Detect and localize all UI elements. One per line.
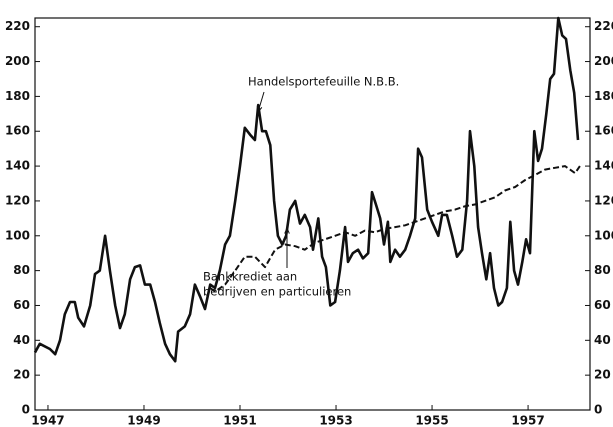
y2-tick-label: 120 — [594, 193, 613, 207]
y-tick-label: 160 — [5, 124, 30, 138]
y2-tick-label: 40 — [594, 333, 611, 347]
x-tick-label: 1957 — [511, 414, 544, 427]
x-tick-label: 1955 — [415, 414, 448, 427]
x-tick-label: 1949 — [127, 414, 160, 427]
annotation-arrow — [257, 91, 265, 113]
y-tick-label: 120 — [5, 193, 30, 207]
annotation: bedrijven en particulieren — [203, 285, 351, 299]
plot-frame — [34, 17, 591, 411]
y2-tick-label: 0 — [594, 403, 602, 417]
y-tick-label: 80 — [13, 263, 30, 277]
y-tick-label: 0 — [22, 403, 30, 417]
annotation: Bankkrediet aan — [203, 270, 297, 284]
y2-tick-label: 80 — [594, 263, 611, 277]
y-tick-label: 180 — [5, 89, 30, 103]
x-tick-label: 1947 — [31, 414, 64, 427]
y-tick-label: 140 — [5, 159, 30, 173]
y2-tick-label: 180 — [594, 89, 613, 103]
y2-tick-label: 20 — [594, 368, 611, 382]
y2-tick-label: 220 — [594, 19, 613, 33]
y-tick-label: 200 — [5, 54, 30, 68]
y-tick-label: 100 — [5, 228, 30, 242]
y2-tick-label: 140 — [594, 159, 613, 173]
y2-tick-label: 100 — [594, 228, 613, 242]
x-tick-label: 1951 — [223, 414, 256, 427]
line — [209, 165, 581, 293]
y2-tick-label: 160 — [594, 124, 613, 138]
y2-tick-label: 60 — [594, 298, 611, 312]
line — [33, 16, 580, 363]
y-tick-label: 40 — [13, 333, 30, 347]
y-tick-label: 20 — [13, 368, 30, 382]
x-tick-label: 1953 — [319, 414, 352, 427]
y-tick-label: 220 — [5, 19, 30, 33]
arrow-head — [256, 105, 263, 114]
arrow-head — [284, 226, 290, 234]
annotation: Handelsportefeuille N.B.B. — [248, 75, 399, 89]
y-tick-label: 60 — [13, 298, 30, 312]
y2-tick-label: 200 — [594, 54, 613, 68]
